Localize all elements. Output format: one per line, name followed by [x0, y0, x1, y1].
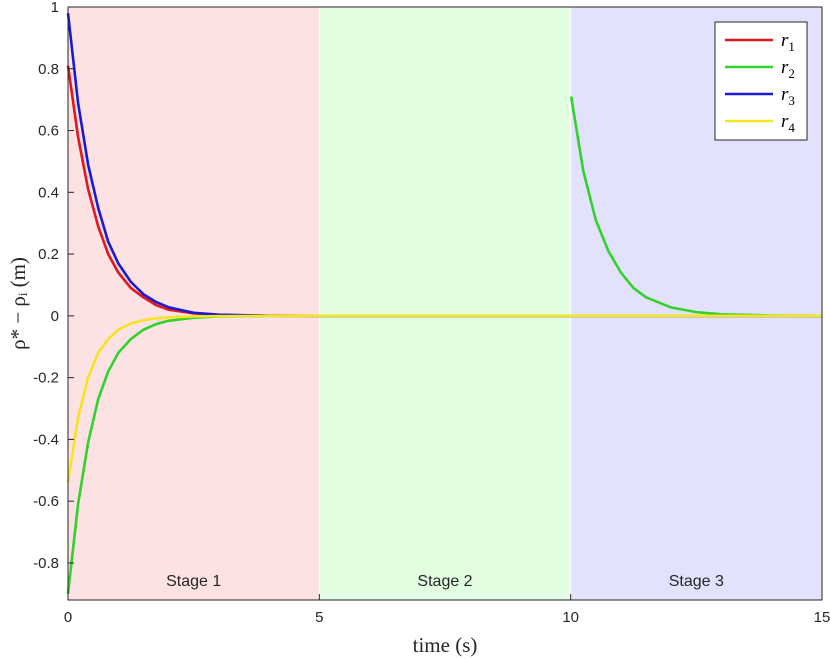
y-tick-label: -0.6: [33, 493, 59, 510]
x-tick-label: 15: [814, 609, 830, 626]
x-axis: 0 5 10 15: [64, 594, 830, 626]
stage-label-3: Stage 3: [669, 573, 724, 590]
plot-frame: [67, 6, 823, 601]
series-line-r4: [66, 314, 822, 483]
stage-band-1: [68, 7, 320, 600]
y-tick-label: 1: [51, 0, 59, 16]
y-tick-label: 0.8: [38, 61, 59, 78]
stage-labels: Stage 1 Stage 2 Stage 3: [166, 573, 724, 590]
y-tick-label: -0.4: [33, 431, 59, 448]
y-tick-label: -0.8: [33, 555, 59, 572]
series-lines: [66, 13, 823, 594]
y-tick-label: -0.2: [33, 370, 59, 387]
stage-band-2: [319, 7, 571, 600]
legend-subscript: 3: [788, 93, 795, 108]
legend-subscript: 4: [788, 120, 795, 135]
y-axis: 1 0.8 0.6 0.4 0.2 0 -0.2 -0.4 -0.6 -0.8: [33, 0, 74, 572]
x-tick-label: 5: [315, 609, 323, 626]
x-tick-label: 0: [64, 609, 72, 626]
stage-label-2: Stage 2: [417, 573, 472, 590]
legend-subscript: 2: [788, 66, 795, 81]
x-axis-label: time (s): [413, 633, 478, 657]
y-tick-label: 0.4: [38, 184, 59, 201]
stage-backgrounds: [68, 7, 822, 600]
y-tick-label: 0.2: [38, 246, 59, 263]
stage-label-1: Stage 1: [166, 573, 221, 590]
y-tick-label: 0.6: [38, 123, 59, 140]
x-tick-label: 10: [562, 609, 579, 626]
y-tick-label: 0: [51, 308, 59, 325]
y-axis-label: ρ* − ρᵢ (m): [6, 257, 30, 350]
legend-subscript: 1: [788, 39, 795, 54]
